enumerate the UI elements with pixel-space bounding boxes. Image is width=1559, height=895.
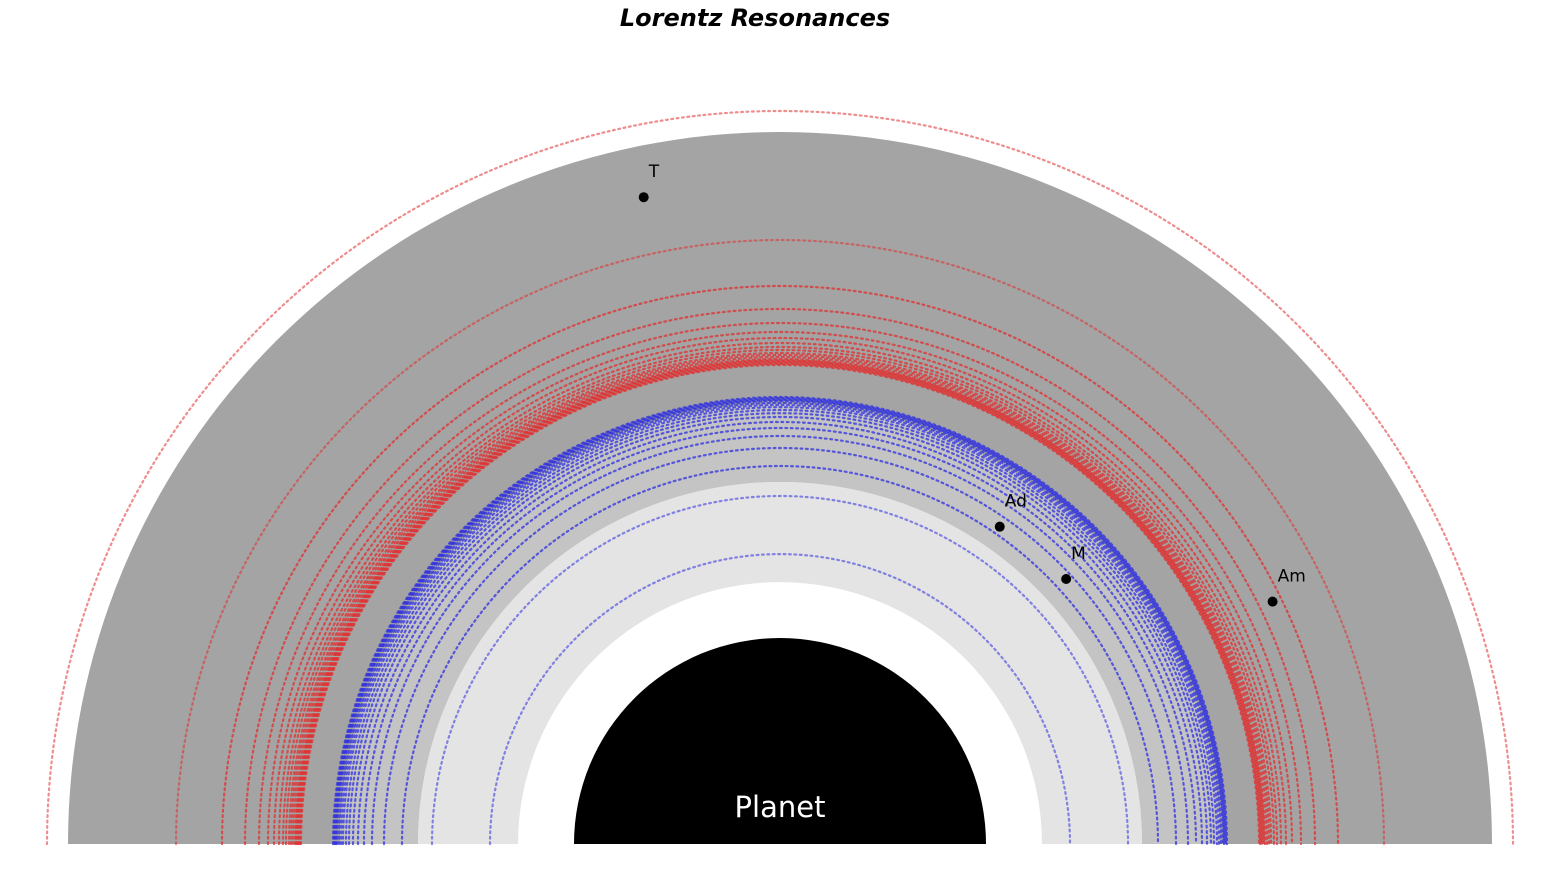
moon-marker — [1267, 596, 1278, 607]
inner-light-ring — [418, 482, 1142, 844]
inner-resonance-arc — [356, 420, 1204, 846]
outer-resonance-arc — [45, 109, 1515, 846]
inner-resonance-arc — [488, 552, 1072, 846]
moon-label: Am — [1278, 567, 1306, 587]
inner-resonance-arc — [347, 411, 1213, 846]
moon-marker — [1061, 574, 1072, 585]
inner-resonance-arc — [382, 446, 1178, 846]
planet-layer: Planet — [574, 638, 986, 844]
moon-marker — [994, 521, 1005, 532]
outer-resonance-arc — [289, 353, 1271, 846]
outer-resonance-arc — [281, 345, 1279, 846]
chart-title: Lorentz Resonances — [619, 4, 891, 32]
outer-resonance-arc — [287, 351, 1273, 846]
outer-resonance-arc — [293, 357, 1267, 846]
inner-resonance-arc — [331, 395, 1229, 846]
outer-resonance-arc — [220, 284, 1340, 846]
moon-marker — [638, 192, 649, 203]
moons-layer: T Ad M Am — [638, 162, 1306, 607]
outer-resonance-arc — [257, 321, 1303, 846]
outer-resonance-arc — [291, 355, 1269, 846]
inner-resonance-arc — [337, 401, 1223, 846]
outer-resonance-arc — [174, 238, 1386, 846]
resonance-layer — [45, 109, 1515, 846]
outer-resonance-arc — [272, 336, 1288, 846]
inner-resonance-arc — [370, 434, 1190, 846]
moon-label: Ad — [1005, 492, 1027, 512]
outer-resonance-arc — [243, 307, 1317, 846]
outer-resonance-arc — [277, 341, 1283, 846]
moon-label: M — [1071, 544, 1086, 564]
outer-resonance-arc — [299, 363, 1261, 846]
inner-resonance-arc — [339, 403, 1221, 846]
inner-resonance-arc — [341, 405, 1219, 846]
outer-resonance-arc — [266, 330, 1294, 846]
moon-label: T — [648, 162, 660, 182]
outer-main-ring — [68, 132, 1492, 844]
inner-resonance-arc — [362, 426, 1198, 846]
inner-resonance-arc — [344, 408, 1216, 846]
inner-resonance-arc — [400, 464, 1160, 846]
inner-resonance-arc — [430, 494, 1130, 846]
inner-resonance-arc — [351, 415, 1209, 846]
planet — [574, 638, 986, 844]
planet-label: Planet — [735, 790, 826, 824]
